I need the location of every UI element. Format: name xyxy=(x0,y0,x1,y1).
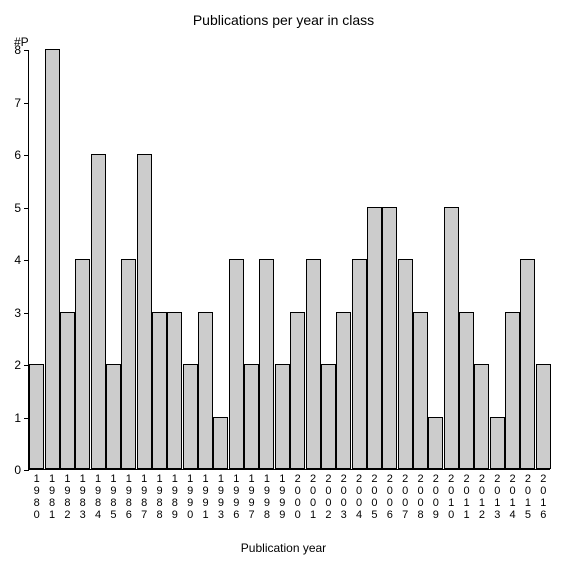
y-tick-label: 2 xyxy=(14,358,21,372)
x-tick-label: 2 0 0 3 xyxy=(340,473,348,521)
bar xyxy=(137,154,152,469)
x-tick-label: 2 0 1 4 xyxy=(509,473,517,521)
y-tick xyxy=(24,470,29,471)
bar xyxy=(106,364,121,469)
y-tick-label: 3 xyxy=(14,306,21,320)
bar xyxy=(413,312,428,470)
x-tick-label: 2 0 0 5 xyxy=(370,473,378,521)
x-tick-label: 1 9 9 7 xyxy=(248,473,256,521)
x-tick-label: 1 9 8 1 xyxy=(48,473,56,521)
bar xyxy=(382,207,397,470)
bar xyxy=(259,259,274,469)
bar xyxy=(398,259,413,469)
x-tick-label: 2 0 0 7 xyxy=(401,473,409,521)
x-tick-label: 2 0 0 0 xyxy=(294,473,302,521)
x-tick-label: 1 9 9 6 xyxy=(232,473,240,521)
y-tick-label: 7 xyxy=(14,96,21,110)
bar xyxy=(198,312,213,470)
y-tick xyxy=(24,260,29,261)
bar xyxy=(121,259,136,469)
x-tick-label: 1 9 8 0 xyxy=(33,473,41,521)
y-tick-label: 6 xyxy=(14,148,21,162)
bar xyxy=(152,312,167,470)
x-tick-label: 1 9 8 8 xyxy=(156,473,164,521)
bar xyxy=(306,259,321,469)
bar xyxy=(474,364,489,469)
x-tick-label: 1 9 9 1 xyxy=(202,473,210,521)
bar xyxy=(336,312,351,470)
bar xyxy=(352,259,367,469)
x-tick-label: 2 0 0 2 xyxy=(324,473,332,521)
y-tick-label: 4 xyxy=(14,253,21,267)
x-tick-label: 2 0 1 3 xyxy=(493,473,501,521)
x-tick-label: 2 0 0 8 xyxy=(417,473,425,521)
y-tick-label: 5 xyxy=(14,201,21,215)
bar xyxy=(244,364,259,469)
x-tick-label: 2 0 1 5 xyxy=(524,473,532,521)
bar xyxy=(428,417,443,470)
x-tick-label: 1 9 8 4 xyxy=(94,473,102,521)
bar xyxy=(321,364,336,469)
x-tick-label: 1 9 9 0 xyxy=(186,473,194,521)
bar xyxy=(91,154,106,469)
x-tick-label: 1 9 8 9 xyxy=(171,473,179,521)
x-tick-label: 2 0 0 4 xyxy=(355,473,363,521)
y-tick-label: 1 xyxy=(14,411,21,425)
x-tick-label: 2 0 1 1 xyxy=(463,473,471,521)
x-tick-label: 1 9 8 7 xyxy=(140,473,148,521)
bar xyxy=(167,312,182,470)
chart-title: Publications per year in class xyxy=(0,12,567,28)
x-tick-label: 1 9 8 2 xyxy=(63,473,71,521)
bar xyxy=(213,417,228,470)
x-tick-label: 1 9 8 3 xyxy=(79,473,87,521)
bar xyxy=(520,259,535,469)
bar xyxy=(536,364,551,469)
chart-container: Publications per year in class #P 012345… xyxy=(0,0,567,567)
bar xyxy=(459,312,474,470)
y-tick xyxy=(24,313,29,314)
bar xyxy=(490,417,505,470)
bar xyxy=(60,312,75,470)
bar xyxy=(505,312,520,470)
bar xyxy=(275,364,290,469)
x-tick-label: 1 9 9 3 xyxy=(217,473,225,521)
bar xyxy=(444,207,459,470)
bar xyxy=(75,259,90,469)
bar xyxy=(367,207,382,470)
x-axis-label: Publication year xyxy=(0,541,567,555)
x-tick-label: 2 0 1 6 xyxy=(539,473,547,521)
bar xyxy=(183,364,198,469)
x-tick-label: 2 0 0 6 xyxy=(386,473,394,521)
y-tick-label: 0 xyxy=(14,463,21,477)
bar xyxy=(229,259,244,469)
x-tick-label: 1 9 8 6 xyxy=(125,473,133,521)
x-tick-label: 1 9 9 9 xyxy=(278,473,286,521)
plot-area: 0123456781 9 8 01 9 8 11 9 8 21 9 8 31 9… xyxy=(28,50,550,470)
y-tick xyxy=(24,208,29,209)
y-tick-label: 8 xyxy=(14,43,21,57)
x-tick-label: 1 9 9 8 xyxy=(263,473,271,521)
bar xyxy=(29,364,44,469)
x-tick-label: 1 9 8 5 xyxy=(109,473,117,521)
bar xyxy=(290,312,305,470)
x-tick-label: 2 0 1 0 xyxy=(447,473,455,521)
x-tick-label: 2 0 0 1 xyxy=(309,473,317,521)
y-tick xyxy=(24,155,29,156)
y-tick xyxy=(24,50,29,51)
y-tick xyxy=(24,103,29,104)
x-tick-label: 2 0 0 9 xyxy=(432,473,440,521)
x-tick-label: 2 0 1 2 xyxy=(478,473,486,521)
bar xyxy=(45,49,60,469)
